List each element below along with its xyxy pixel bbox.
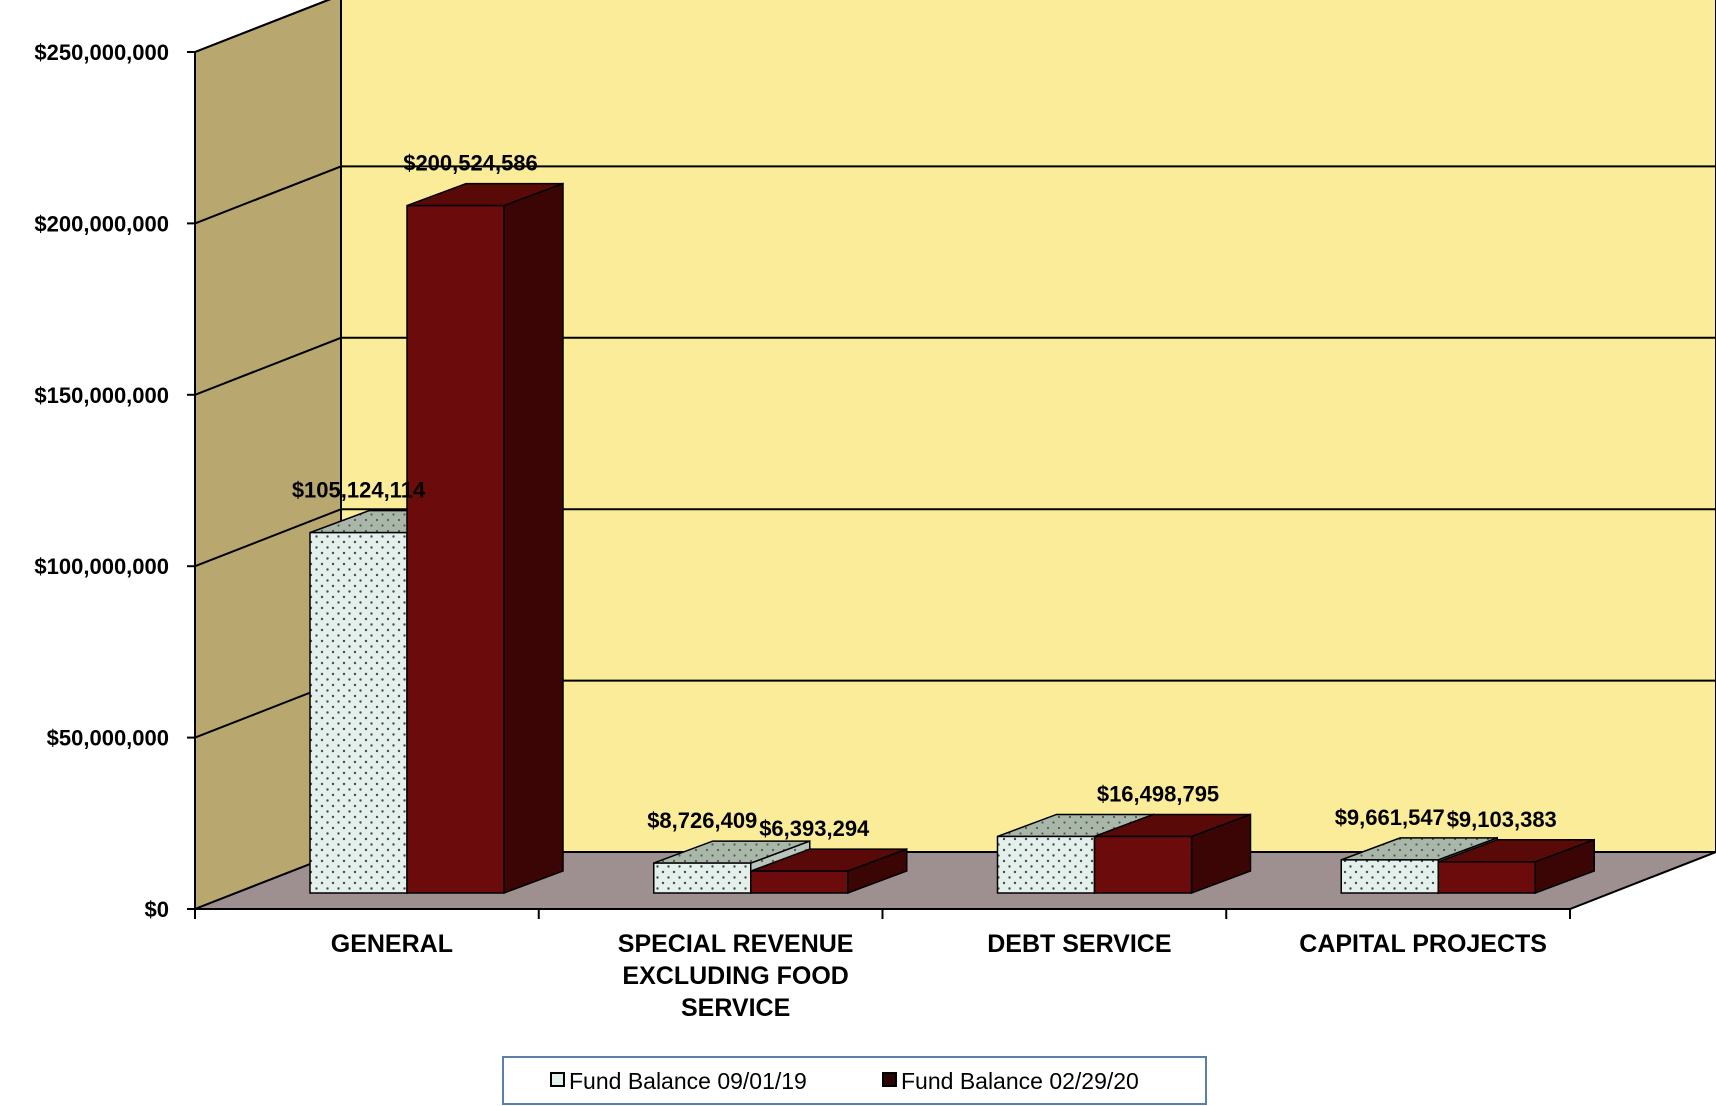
data-label-series-1-cat-4: $9,661,547 xyxy=(1335,805,1445,830)
y-axis-tick-labels: $0 $50,000,000 $100,000,000 $150,000,000 $20… xyxy=(34,40,169,922)
bar-front xyxy=(1340,859,1439,894)
bar-front xyxy=(309,531,408,894)
data-label-series-2-cat-3: $16,498,795 xyxy=(1097,781,1219,806)
category-label: SERVICE xyxy=(681,994,790,1022)
bar-2-2 xyxy=(750,848,908,895)
data-labels: $105,124,114 $200,524,586 $8,726,409 $6,393… xyxy=(292,151,1557,841)
gridline xyxy=(194,0,331,53)
gridline xyxy=(194,336,1716,396)
legend-label-series-2: Fund Balance 02/29/20 xyxy=(901,1068,1139,1094)
bar-front xyxy=(1437,861,1536,894)
y-tick-label: $250,000,000 xyxy=(34,40,169,65)
bar-side xyxy=(503,182,564,895)
chart-walls xyxy=(194,0,1716,911)
data-label-series-2-cat-4: $9,103,383 xyxy=(1447,807,1557,832)
y-tick-label: $150,000,000 xyxy=(34,383,169,408)
gridline xyxy=(194,508,1716,568)
category-label: EXCLUDING FOOD xyxy=(622,962,848,990)
y-tick-label: $200,000,000 xyxy=(34,211,169,236)
y-tick-label: $50,000,000 xyxy=(47,726,169,751)
y-tick-label: $100,000,000 xyxy=(34,554,169,579)
gridline xyxy=(194,165,1716,225)
data-label-series-1-cat-2: $8,726,409 xyxy=(647,808,757,833)
legend-swatch-series-1 xyxy=(550,1072,565,1087)
bar-2-3 xyxy=(1093,813,1252,895)
legend-swatch-series-2 xyxy=(882,1072,897,1087)
category-label: SPECIAL REVENUE xyxy=(618,930,854,958)
y-tick-label: $0 xyxy=(145,897,169,922)
legend-label-series-1: Fund Balance 09/01/19 xyxy=(569,1068,807,1094)
bar-front xyxy=(750,870,849,894)
legend: Fund Balance 09/01/19 Fund Balance 02/29… xyxy=(502,1056,1207,1105)
bar-front xyxy=(653,862,752,894)
bars xyxy=(309,182,1595,895)
data-label-series-1-cat-1: $105,124,114 xyxy=(292,478,426,503)
bar-front xyxy=(406,204,505,894)
bar-2-1 xyxy=(406,182,564,895)
legend-box xyxy=(502,1056,1207,1105)
data-label-series-2-cat-1: $200,524,586 xyxy=(403,151,538,176)
category-labels: GENERAL SPECIAL REVENUE EXCLUDING FOOD SERV… xyxy=(331,930,1547,1022)
category-label: DEBT SERVICE xyxy=(987,930,1171,958)
data-label-series-2-cat-2: $6,393,294 xyxy=(759,816,870,841)
category-label: GENERAL xyxy=(331,930,453,958)
bar-2-4 xyxy=(1437,838,1595,895)
bar-front xyxy=(996,835,1096,894)
bar-front xyxy=(1093,835,1193,894)
category-label: CAPITAL PROJECTS xyxy=(1299,930,1547,958)
